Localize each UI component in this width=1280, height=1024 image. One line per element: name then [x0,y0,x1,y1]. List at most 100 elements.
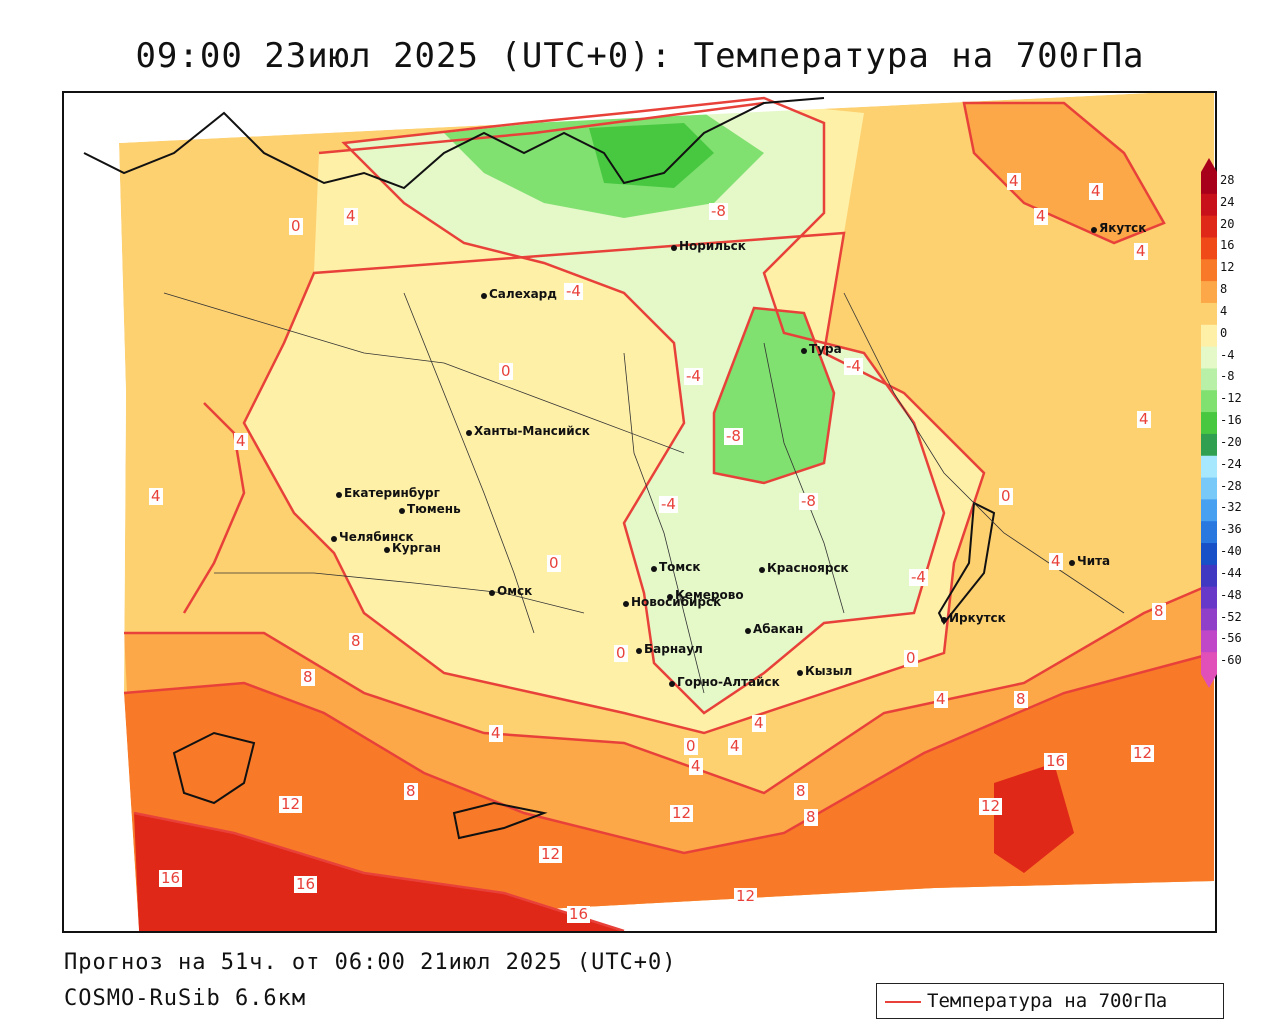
city-label: Ханты-Мансийск [474,424,590,438]
forecast-info: Прогноз на 51ч. от 06:00 21июл 2025 (UTC… [64,950,677,975]
outside-west [64,143,139,931]
isotherm-value-label: 8 [404,782,418,800]
isotherm-value-label: 4 [489,724,503,742]
isotherm-value-label: -8 [799,492,818,510]
colorbar-tick-label: -52 [1220,609,1242,624]
colorbar-top-arrow [1201,158,1217,172]
colorbar-tick-label: 8 [1220,282,1228,297]
temperature-map: Норильск Салехард Тура Якутск Ханты-Мансийск… [62,91,1217,933]
coastlines [83,97,996,840]
isotherm-value-label: 4 [1137,410,1151,428]
colorbar-tick-label: -12 [1220,391,1242,406]
city-label: Тура [809,342,842,356]
isotherm-value-label: 8 [1152,602,1166,620]
isotherm-value-label: 12 [979,797,1003,815]
isotherm-value-label: 12 [279,795,303,813]
model-info: COSMO-RuSib 6.6км [64,986,307,1011]
isotherm-value-label: 0 [614,644,628,662]
isotherm-value-label: 0 [904,649,918,667]
isotherm-value-label: 0 [684,737,698,755]
colorbar-swatch [1201,630,1217,653]
city-marker [636,648,642,654]
city-marker [384,547,390,553]
isotherm-value-label: 16 [159,869,183,887]
isotherm-value-label: 0 [999,487,1013,505]
city-marker [941,617,947,623]
city-label: Горно-Алтайск [677,675,780,689]
zone-minus4 [344,98,944,713]
isotherm-value-label: 16 [567,905,591,923]
isotherm-value-label: 4 [728,737,742,755]
isotherm-value-label: 8 [804,808,818,826]
colorbar-swatch [1201,390,1217,413]
city-marker [667,594,673,600]
city-label: Барнаул [644,642,703,656]
colorbar-swatch [1201,564,1217,588]
city-label: Курган [392,541,441,555]
city-label: Якутск [1099,221,1147,235]
city-marker [336,492,342,498]
legend-label: Температура на 700гПа [927,990,1168,1012]
colorbar [1201,158,1217,688]
isotherm-value-label: 0 [499,362,513,380]
colorbar-swatch [1201,477,1217,500]
isotherm-value-label: 12 [539,845,563,863]
colorbar-swatch [1201,433,1217,457]
city-marker [801,348,807,354]
city-marker [1069,560,1075,566]
city-label: Омск [497,584,533,598]
colorbar-tick-label: 0 [1220,325,1228,340]
zone-12 [124,653,1214,931]
isotherm-value-label: 16 [294,875,318,893]
colorbar-tick-label: 24 [1220,194,1235,209]
city-marker [1091,227,1097,233]
colorbar-tick-label: -56 [1220,631,1242,646]
colorbar-tick-label: -60 [1220,653,1242,668]
city-marker [331,536,337,542]
map-canvas [64,93,1215,931]
colorbar-tick-label: -4 [1220,347,1235,362]
colorbar-tick-label: 20 [1220,216,1235,231]
admin-borders [163,292,1125,694]
zone-16-east [994,763,1074,873]
colorbar-swatch [1201,193,1217,217]
colorbar-swatch [1201,368,1217,391]
colorbar-tick-label: -40 [1220,544,1242,559]
city-marker [669,681,675,687]
isotherm-value-label: 4 [234,432,248,450]
city-label: Екатеринбург [344,486,440,500]
legend-line-swatch [885,1001,921,1003]
legend-box: Температура на 700гПа [876,983,1224,1019]
isotherm-value-label: 12 [734,887,758,905]
city-label: Норильск [679,239,746,253]
colorbar-tick-label: -36 [1220,522,1242,537]
isotherm-value-label: 12 [1131,744,1155,762]
city-label: Иркутск [949,611,1006,625]
colorbar-tick-label: 4 [1220,303,1228,318]
colorbar-swatch [1201,281,1217,304]
city-label: Абакан [753,622,804,636]
zone-16 [134,813,624,931]
isotherm-value-label: 4 [1007,172,1021,190]
colorbar-tick-label: -28 [1220,478,1242,493]
colorbar-swatch [1201,412,1217,435]
colorbar-swatch [1201,215,1217,238]
isotherm-value-label: -4 [844,357,863,375]
city-label: Кемерово [675,588,744,602]
colorbar-tick-label: 16 [1220,238,1235,253]
colorbar-tick-label: -32 [1220,500,1242,515]
isotherm-value-label: -4 [564,282,583,300]
colorbar-swatch [1201,302,1217,326]
isotherm-value-label: -4 [659,495,678,513]
colorbar-swatch [1201,608,1217,631]
colorbar-swatch [1201,259,1217,282]
isotherm-value-label: 4 [344,207,358,225]
colorbar-labels: 28 24 20 16 12 8 4 0 -4 -8 -12 -16 -20 -24 -28 -32 -36 -4… [1220,158,1280,688]
isotherm-value-label: 12 [670,804,694,822]
outside-north [64,93,1149,143]
colorbar-tick-label: 28 [1220,173,1235,187]
colorbar-tick-label: -20 [1220,434,1242,449]
colorbar-swatch [1201,455,1217,479]
isotherm-value-label: -8 [724,427,743,445]
isotherm-value-label: -4 [909,568,928,586]
